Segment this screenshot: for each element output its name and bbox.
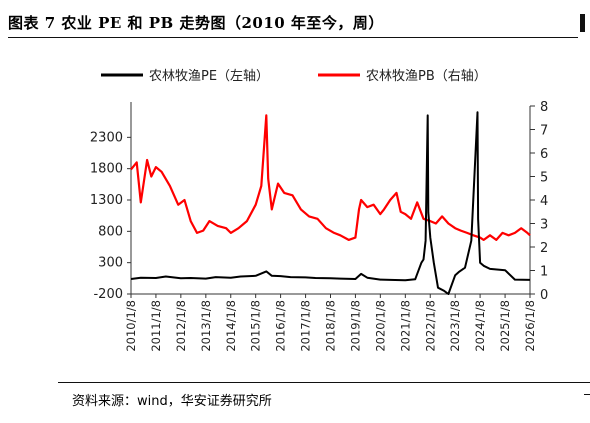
left-tick-label: 1800 xyxy=(90,162,123,177)
x-tick-label: 2026/1/8 xyxy=(523,300,537,352)
header-edge-mark xyxy=(580,14,585,32)
x-tick-label: 2017/1/8 xyxy=(299,300,313,352)
right-tick-label: 0 xyxy=(540,288,548,303)
legend-label: 农林牧渔PB（右轴） xyxy=(366,69,487,84)
left-tick-label: 1300 xyxy=(90,193,123,208)
right-tick-label: 5 xyxy=(540,171,548,186)
source-note: 资料来源：wind，华安证券研究所 xyxy=(72,394,272,409)
x-tick-label: 2012/1/8 xyxy=(174,300,188,352)
x-tick-label: 2013/1/8 xyxy=(199,300,213,352)
right-tick-label: 3 xyxy=(540,218,548,233)
title-rule xyxy=(8,37,578,38)
x-tick-label: 2025/1/8 xyxy=(498,300,512,352)
x-tick-label: 2024/1/8 xyxy=(473,300,487,352)
right-tick-label: 6 xyxy=(540,147,548,162)
x-tick-label: 2023/1/8 xyxy=(448,300,462,352)
right-tick-label: 7 xyxy=(540,124,548,139)
pe-series-line xyxy=(130,111,531,295)
x-tick-label: 2019/1/8 xyxy=(348,300,362,352)
footer-edge-mark xyxy=(584,394,590,395)
x-tick-label: 2010/1/8 xyxy=(124,300,138,352)
x-tick-label: 2018/1/8 xyxy=(324,300,338,352)
x-tick-label: 2015/1/8 xyxy=(249,300,263,352)
x-tick-label: 2014/1/8 xyxy=(224,300,238,352)
right-tick-label: 4 xyxy=(540,194,548,209)
left-tick-label: 2300 xyxy=(90,130,123,145)
left-tick-label: 300 xyxy=(98,256,123,271)
chart-title: 图表 7 农业 PE 和 PB 走势图（2010 年至今，周） xyxy=(8,14,384,32)
left-tick-label: -200 xyxy=(93,287,123,302)
x-tick-label: 2011/1/8 xyxy=(149,300,163,352)
right-tick-label: 8 xyxy=(540,100,548,115)
legend-label: 农林牧渔PE（左轴） xyxy=(149,69,269,84)
right-tick-label: 1 xyxy=(540,265,548,280)
x-tick-label: 2020/1/8 xyxy=(373,300,387,352)
pb-series-line xyxy=(130,114,531,241)
x-tick-label: 2022/1/8 xyxy=(423,300,437,352)
x-tick-label: 2016/1/8 xyxy=(274,300,288,352)
left-tick-label: 800 xyxy=(98,224,123,239)
footer-rule xyxy=(58,382,590,383)
x-tick-label: 2021/1/8 xyxy=(398,300,412,352)
right-tick-label: 2 xyxy=(540,241,548,256)
